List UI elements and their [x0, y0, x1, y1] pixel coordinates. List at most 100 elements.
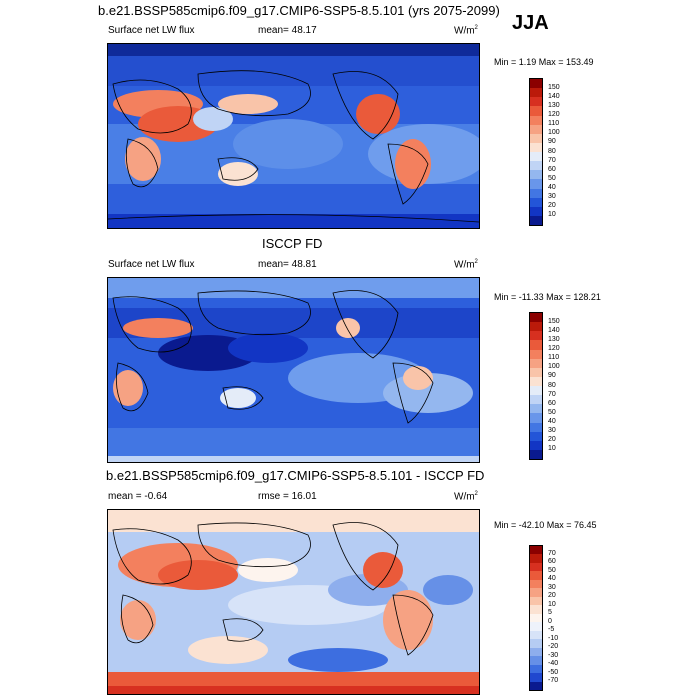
colorbar-swatch: [530, 673, 542, 682]
colorbar-label: 100: [548, 363, 560, 371]
colorbar-label: 70: [548, 390, 556, 398]
colorbar-label: 70: [548, 549, 556, 557]
colorbar-label: 40: [548, 418, 556, 425]
colorbar-swatch: [530, 562, 542, 572]
colorbar-label: 60: [548, 399, 556, 407]
difference-map: [107, 509, 480, 695]
colorbar-model: [529, 78, 543, 226]
season-label: JJA: [512, 12, 549, 34]
colorbar-swatch: [530, 579, 542, 589]
colorbar-swatch: [530, 313, 542, 323]
colorbar-swatch: [530, 622, 542, 631]
colorbar-label: 110: [548, 120, 560, 128]
colorbar-label: 20: [548, 592, 556, 600]
panel3-heading: b.e21.BSSP585cmip6.f09_g17.CMIP6-SSP5-8.…: [106, 468, 485, 483]
colorbar-swatch: [530, 142, 542, 152]
colorbar-label: -30: [548, 651, 559, 659]
colorbar-label: 40: [548, 575, 556, 583]
colorbar-label: 110: [548, 354, 560, 362]
colorbar-swatch: [530, 152, 542, 162]
colorbar-swatch: [530, 188, 542, 198]
panel1-minmax: Min = 1.19 Max = 153.49: [494, 57, 594, 67]
colorbar-label: 60: [548, 165, 556, 173]
colorbar-swatch: [530, 413, 542, 423]
panel2-variable: Surface net LW flux: [108, 259, 195, 270]
figure-title: b.e21.BSSP585cmip6.f09_g17.CMIP6-SSP5-8.…: [98, 3, 500, 18]
colorbar-label: 90: [548, 138, 556, 146]
colorbar-swatch: [530, 133, 542, 143]
colorbar-label: 80: [548, 147, 556, 155]
colorbar-swatch: [530, 206, 542, 216]
colorbar-swatch: [530, 179, 542, 189]
colorbar-swatch: [530, 630, 542, 640]
panel2-minmax: Min = -11.33 Max = 128.21: [494, 292, 601, 302]
panel3-minmax: Min = -42.10 Max = 76.45: [494, 520, 597, 530]
colorbar-label: 20: [548, 436, 556, 444]
colorbar-swatch: [530, 596, 542, 606]
colorbar-label: 130: [548, 335, 560, 343]
colorbar-swatch: [530, 331, 542, 341]
colorbar-swatch: [530, 613, 542, 623]
colorbar-label: 120: [548, 111, 560, 118]
colorbar-label: 40: [548, 184, 556, 191]
colorbar-swatch: [530, 431, 542, 441]
colorbar-label: 150: [548, 83, 560, 91]
colorbar-swatch: [530, 546, 542, 555]
panel2-heading: ISCCP FD: [262, 236, 323, 251]
colorbar-label: 10: [548, 445, 556, 453]
colorbar-label: 10: [548, 600, 556, 608]
colorbar-swatch: [530, 449, 542, 459]
colorbar-swatch: [530, 124, 542, 134]
colorbar-label: -20: [548, 643, 559, 651]
colorbar-label: 80: [548, 381, 556, 389]
colorbar-label: 50: [548, 408, 556, 416]
colorbar-swatch: [530, 681, 542, 690]
colorbar-swatch: [530, 97, 542, 107]
colorbar-swatch: [530, 79, 542, 89]
panel2-units: W/m2: [454, 259, 478, 271]
colorbar-swatch: [530, 647, 542, 657]
panel2-mean: mean= 48.81: [258, 259, 317, 270]
colorbar-swatch: [530, 322, 542, 332]
colorbar-obs: [529, 312, 543, 460]
colorbar-label: 20: [548, 202, 556, 210]
colorbar-label: -5: [548, 626, 555, 634]
colorbar-swatch: [530, 115, 542, 125]
colorbar-label: 60: [548, 558, 556, 566]
colorbar-label: -40: [548, 660, 559, 668]
panel3-mean: mean = -0.64: [108, 491, 168, 502]
colorbar-label: 0: [548, 617, 552, 625]
colorbar-label: 90: [548, 372, 556, 380]
colorbar-swatch: [530, 571, 542, 580]
colorbar-swatch: [530, 170, 542, 180]
colorbar-swatch: [530, 440, 542, 450]
model-map: [107, 43, 480, 229]
colorbar-swatch: [530, 664, 542, 674]
colorbar-label: 10: [548, 211, 556, 219]
colorbar-label: 50: [548, 566, 556, 574]
colorbar-label: 5: [548, 609, 552, 617]
colorbar-diff: [529, 545, 543, 691]
panel3-rmse: rmse = 16.01: [258, 491, 317, 502]
colorbar-swatch: [530, 656, 542, 665]
colorbar-label: -70: [548, 677, 559, 685]
colorbar-swatch: [530, 376, 542, 386]
colorbar-swatch: [530, 349, 542, 359]
colorbar-label: 140: [548, 92, 560, 100]
colorbar-label: 120: [548, 345, 560, 352]
colorbar-swatch: [530, 386, 542, 396]
colorbar-swatch: [530, 588, 542, 597]
colorbar-swatch: [530, 554, 542, 563]
colorbar-swatch: [530, 215, 542, 225]
colorbar-swatch: [530, 197, 542, 207]
colorbar-swatch: [530, 340, 542, 350]
colorbar-label: 30: [548, 427, 556, 435]
colorbar-swatch: [530, 161, 542, 171]
colorbar-swatch: [530, 422, 542, 432]
colorbar-swatch: [530, 358, 542, 368]
panel1-units: W/m2: [454, 25, 478, 37]
colorbar-label: -10: [548, 634, 559, 642]
obs-map: [107, 277, 480, 463]
colorbar-label: 140: [548, 326, 560, 334]
panel3-units: W/m2: [454, 491, 478, 503]
